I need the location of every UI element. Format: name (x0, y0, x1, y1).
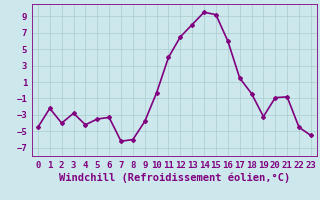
X-axis label: Windchill (Refroidissement éolien,°C): Windchill (Refroidissement éolien,°C) (59, 173, 290, 183)
